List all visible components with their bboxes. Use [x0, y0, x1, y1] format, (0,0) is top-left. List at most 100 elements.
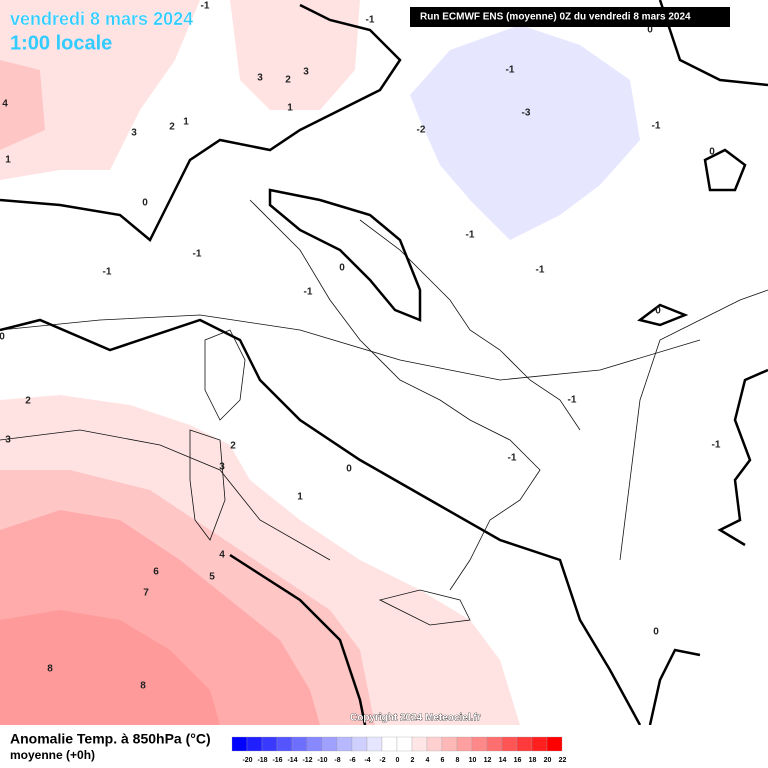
contour-label: -1	[304, 287, 313, 298]
anomaly-area	[0, 0, 200, 180]
colorbar-tick-label: 18	[529, 757, 537, 764]
colorbar-cell	[471, 736, 488, 752]
run-info-box	[410, 7, 730, 27]
map-lines	[0, 199, 768, 626]
contour-label: 8	[47, 664, 53, 675]
colorbar-cell	[351, 736, 368, 752]
colorbar-tick-label: 0	[396, 757, 400, 764]
colorbar-tick-label: -18	[257, 757, 267, 764]
date: vendredi 8 mars 2024	[10, 9, 193, 29]
colorbar-tick-label: 10	[469, 757, 477, 764]
contour-label: 3	[131, 128, 137, 139]
colorbar-tick-label: 16	[514, 757, 522, 764]
contour-label: 1	[183, 117, 189, 128]
colorbar-tick-label: 20	[544, 757, 552, 764]
contour-label: 8	[140, 681, 146, 692]
legend-subtitle: moyenne (+0h)	[10, 748, 95, 762]
colorbar-cell	[501, 736, 518, 752]
colorbar: -20 -18 -16 -14 -12 -10 -8 -6 -4 -2 0 2 4 6 8 10 12 14 16 1…	[231, 736, 567, 764]
copyright: Copyright 2024 Meteociel.fr	[350, 713, 481, 724]
contour-label: -1	[508, 453, 517, 464]
colorbar-cell	[381, 736, 398, 752]
colorbar-cell	[321, 736, 338, 752]
colorbar-cell	[366, 736, 383, 752]
contour-label: 4	[219, 550, 225, 561]
contour-label: -1	[193, 249, 202, 260]
colorbar-cell	[231, 736, 248, 752]
colorbar-cell	[546, 736, 563, 752]
colorbar-tick-label: 4	[426, 757, 430, 764]
colorbar-tick-label: 12	[484, 757, 492, 764]
colorbar-cell	[291, 736, 308, 752]
contour-label: -1	[466, 230, 475, 241]
colorbar-cell	[306, 736, 323, 752]
contour-label: -3	[522, 108, 531, 119]
contour-label: -1	[103, 267, 112, 278]
colorbar-tick-label: -20	[242, 757, 252, 764]
contour-label: 3	[219, 462, 225, 473]
contour-label: -1	[366, 15, 375, 26]
contour-label: 3	[5, 435, 11, 446]
colorbar-tick-label: -8	[334, 757, 340, 764]
colorbar-tick-label: 6	[441, 757, 445, 764]
colorbar-cell	[456, 736, 473, 752]
colorbar-tick-label: 2	[411, 757, 415, 764]
zero-contour	[0, 0, 768, 726]
colorbar-tick-label: -16	[272, 757, 282, 764]
colorbar-tick-label: -14	[287, 757, 297, 764]
colorbar-tick-label: -4	[364, 757, 370, 764]
anomaly-area	[410, 25, 640, 240]
colorbar-tick-label: -12	[302, 757, 312, 764]
legend-title: Anomalie Temp. à 850hPa (°C)	[10, 731, 211, 747]
contour-label: -1	[201, 1, 210, 12]
run-info: Run ECMWF ENS (moyenne) 0Z du vendredi 8…	[420, 12, 691, 23]
contour-label: 0	[655, 306, 661, 317]
colorbar-tick-label: 22	[559, 757, 567, 764]
anomaly-area	[230, 0, 360, 110]
anomaly-area	[0, 610, 220, 725]
contour-label: 4	[2, 99, 8, 110]
contour-label: 1	[287, 103, 293, 114]
contour-label: 0	[142, 198, 148, 209]
contour-label: 5	[209, 572, 215, 583]
colorbar-tick-label: 14	[499, 757, 507, 764]
contour-label: 2	[25, 396, 31, 407]
colorbar-cell	[336, 736, 353, 752]
contour-label: 0	[339, 263, 345, 274]
contour-label: -2	[417, 125, 426, 136]
contour-label: 0	[647, 25, 653, 36]
contour-label: -1	[536, 265, 545, 276]
colorbar-cell	[486, 736, 503, 752]
colorbar-cell	[441, 736, 458, 752]
colorbar-cell	[426, 736, 443, 752]
colorbar-tick-label: 8	[456, 757, 460, 764]
contour-label: 3	[257, 73, 263, 84]
anomaly-area	[0, 60, 45, 150]
colorbar-tick-label: -10	[317, 757, 327, 764]
contour-label: 3	[303, 67, 309, 78]
contour-label: -1	[506, 65, 515, 76]
contour-label: 0	[0, 332, 5, 343]
colorbar-cell	[396, 736, 413, 752]
contour-label: 2	[169, 122, 175, 133]
contour-label: 1	[5, 155, 11, 166]
contour-label: -1	[568, 395, 577, 406]
colorbar-tick-label: -2	[379, 757, 385, 764]
contour-label: 1	[297, 492, 303, 503]
colorbar-cell	[516, 736, 533, 752]
contour-label: -1	[712, 440, 721, 451]
colorbar-tick-label: -6	[349, 757, 355, 764]
contour-label: 0	[346, 464, 352, 475]
colorbar-cell	[531, 736, 548, 752]
colorbar-cell	[276, 736, 293, 752]
contour-label: 2	[230, 441, 236, 452]
contour-label: 0	[709, 147, 715, 158]
local-time: 1:00 locale	[10, 32, 112, 54]
contour-label: 0	[653, 627, 659, 638]
contour-label: 2	[285, 75, 291, 86]
colorbar-cell	[261, 736, 278, 752]
contour-label: 7	[143, 588, 149, 599]
contour-label: 6	[153, 567, 159, 578]
